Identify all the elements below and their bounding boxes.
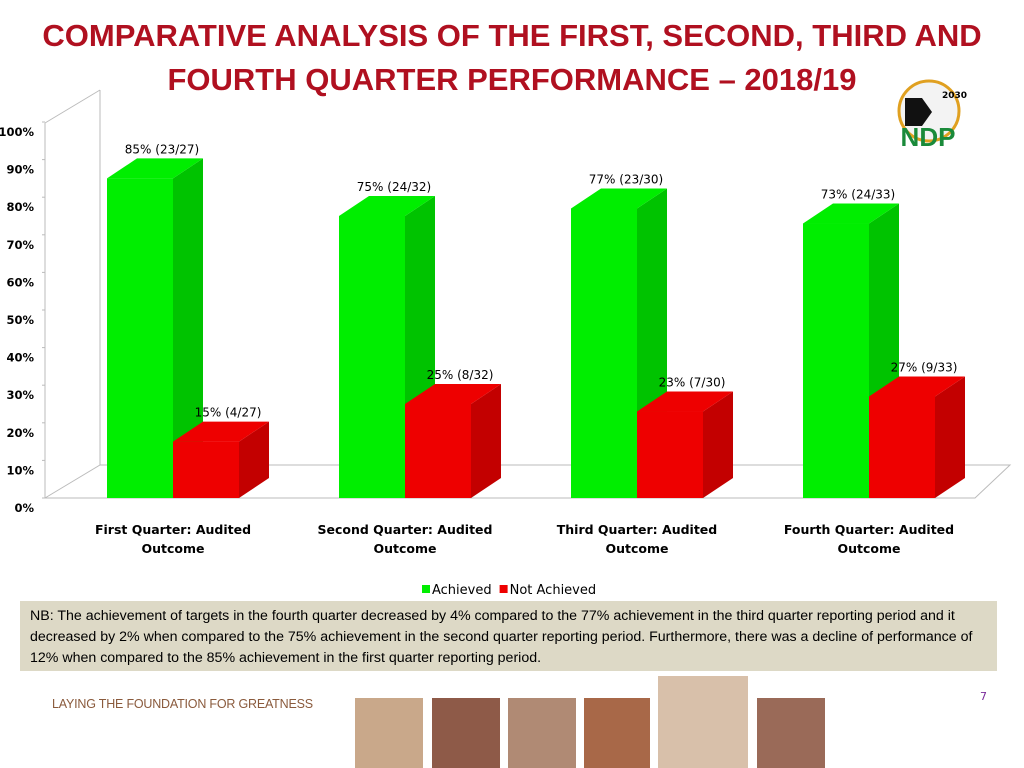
x-tick-line: Outcome: [373, 541, 436, 556]
bar-side: [239, 421, 269, 498]
bar-top: [173, 421, 269, 442]
y-tick-label: 80%: [6, 200, 34, 214]
bar: [173, 441, 239, 498]
bar: [869, 396, 935, 498]
data-label: 23% (7/30): [659, 376, 726, 390]
x-tick-line: Second Quarter: Audited: [318, 522, 493, 537]
y-tick-label: 70%: [6, 238, 34, 252]
bar: [637, 411, 703, 498]
footer: LAYING THE FOUNDATION FOR GREATNESS: [52, 697, 313, 711]
data-label: 85% (23/27): [125, 142, 199, 156]
y-tick-label: 60%: [6, 275, 34, 289]
data-label: 27% (9/33): [891, 360, 958, 374]
x-tick-label: Fourth Quarter: Audited Outcome: [784, 522, 954, 556]
y-tick-label: 30%: [6, 388, 34, 402]
bar-top: [405, 384, 501, 404]
x-tick-line: Outcome: [605, 541, 668, 556]
x-tick-line: Outcome: [141, 541, 204, 556]
note: NB: The achievement of targets in the fo…: [20, 601, 997, 671]
legend-label: Not Achieved: [510, 583, 597, 598]
bar-top: [339, 196, 435, 216]
y-tick-label: 100%: [0, 125, 34, 139]
bar-side: [471, 384, 501, 498]
bar-top: [107, 158, 203, 179]
x-tick-label: Second Quarter: Audited Outcome: [318, 522, 493, 556]
x-tick-label: First Quarter: Audited Outcome: [95, 522, 251, 556]
data-label: 15% (4/27): [195, 406, 262, 420]
legend-swatch: [499, 585, 508, 593]
x-tick-line: Outcome: [837, 541, 900, 556]
x-tick-label: Third Quarter: Audited Outcome: [557, 522, 717, 556]
y-tick-label: 20%: [6, 426, 34, 440]
bar-top: [637, 391, 733, 412]
x-tick-line: Third Quarter: Audited: [557, 522, 717, 537]
logo-text: NDP: [901, 122, 956, 152]
y-tick-label: 90%: [6, 163, 34, 177]
bar: [803, 223, 869, 498]
bar: [339, 216, 405, 498]
x-tick-line: First Quarter: Audited: [95, 522, 251, 537]
bar: [571, 208, 637, 499]
bar: [107, 178, 173, 498]
bar-top: [571, 188, 667, 209]
bar-side: [173, 158, 203, 498]
y-tick-label: 0%: [14, 501, 34, 515]
y-tick-label: 50%: [6, 313, 34, 327]
x-tick-line: Fourth Quarter: Audited: [784, 522, 954, 537]
data-label: 77% (23/30): [589, 172, 663, 186]
y-tick-label: 40%: [6, 351, 34, 365]
ndp-logo: 2030 NDP: [897, 79, 967, 152]
legend-label: Achieved: [432, 583, 492, 598]
data-label: 75% (24/32): [357, 180, 431, 194]
y-tick-label: 10%: [6, 463, 34, 477]
data-label: 25% (8/32): [427, 368, 494, 382]
bar: [405, 404, 471, 498]
bar-top: [869, 376, 965, 397]
bar-side: [703, 391, 733, 498]
wall-top: [44, 89, 101, 124]
data-label: 73% (24/33): [821, 188, 895, 202]
logo-year: 2030: [942, 91, 967, 101]
page-number: 7: [980, 690, 987, 703]
bar-top: [803, 203, 899, 224]
legend-swatch: [422, 585, 430, 593]
bar-side: [935, 376, 965, 498]
photo-strip: [355, 676, 825, 768]
slide-title: COMPARATIVE ANALYSIS OF THE FIRST, SECON…: [42, 18, 982, 97]
